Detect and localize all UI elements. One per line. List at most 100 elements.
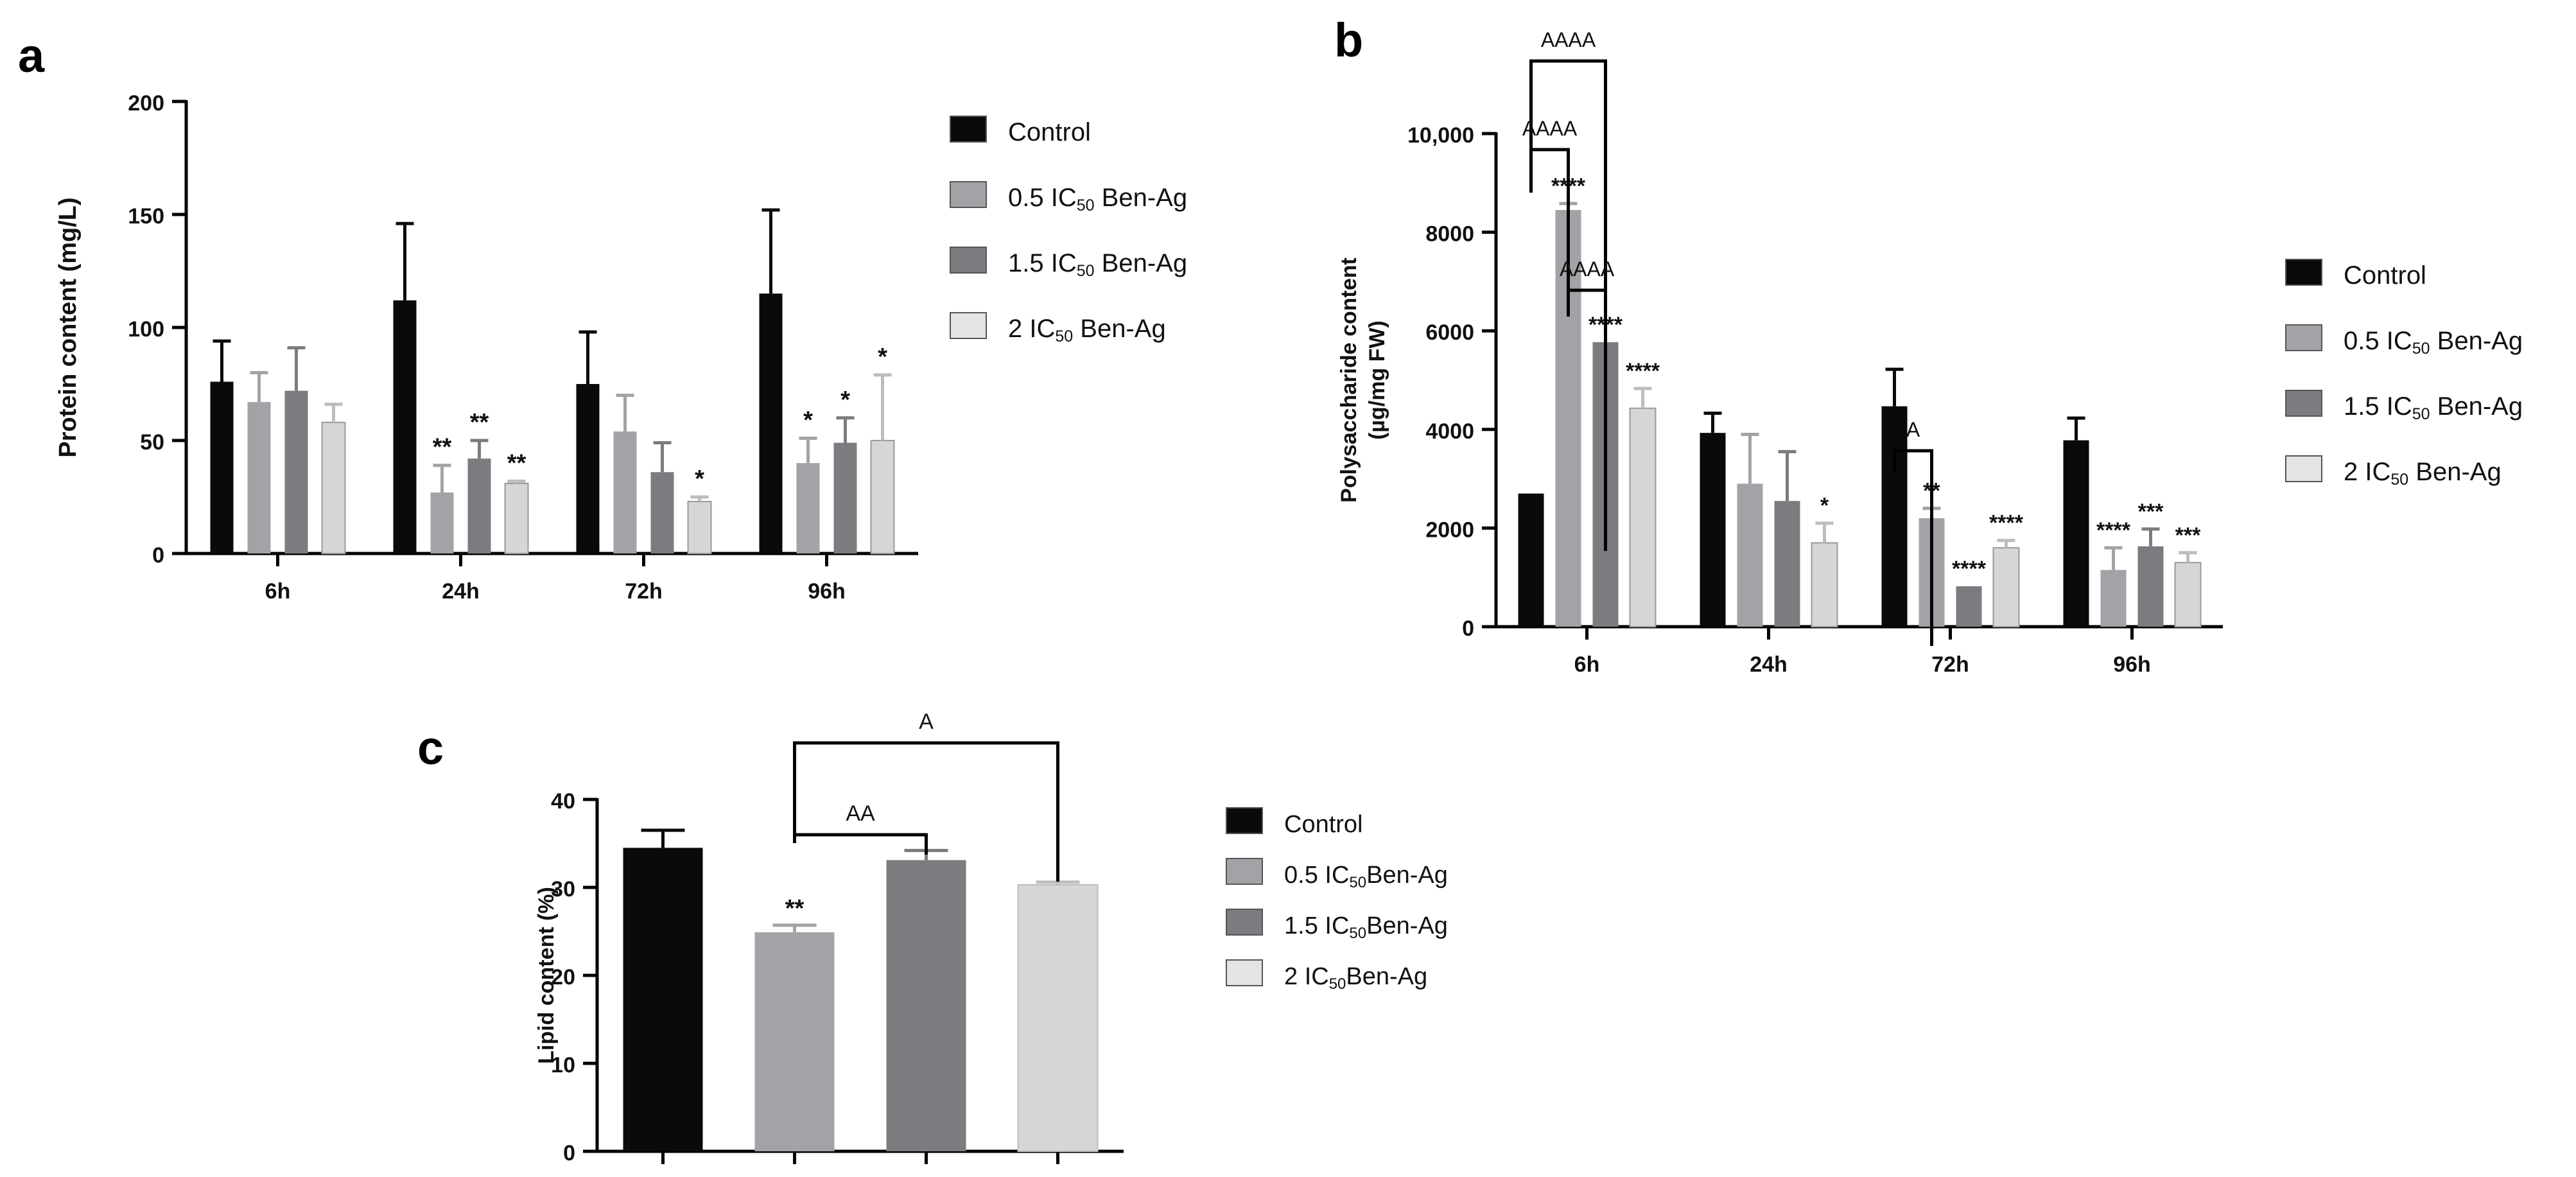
legend-text: Ben-Ag [1346,963,1427,990]
legend-label: 0.5 IC50 Ben-Ag [1008,184,1187,214]
bar [687,501,712,554]
legend-label: 1.5 IC50 Ben-Ag [1008,249,1187,280]
bar [1737,484,1763,627]
legend-text: Ben-Ag [1095,184,1188,212]
bracket-label: AAAA [1541,28,1596,51]
x-tick-label: 96h [808,579,846,604]
legend-text: Ben-Ag [2430,327,2523,355]
legend-label: 1.5 IC50 Ben-Ag [2344,392,2523,423]
legend-item: 1.5 IC50 Ben-Ag [2285,390,2523,423]
legend-item: 1.5 IC50 Ben-Ag [950,247,1187,280]
bar [1992,547,2020,627]
legend-label: Control [2344,261,2426,290]
legend-text: Control [1008,118,1091,146]
bar [2137,546,2164,627]
significance-stars: **** [1989,511,2024,536]
y-tick-label: 0 [152,543,164,568]
legend-label: 2 IC50 Ben-Ag [1008,315,1166,345]
legend-subscript: 50 [1349,925,1366,942]
y-tick-label: 0 [563,1141,575,1165]
legend-text: 0.5 IC [2344,327,2412,355]
x-tick-label: 6h [265,579,291,604]
bar [754,932,835,1151]
legend-subscript: 50 [2412,405,2430,423]
significance-stars: **** [1626,359,1660,383]
panel-a-chart: 0 50 100 150 200 6h 24h 72h 96h Protein content (… [55,91,1187,604]
bar [1774,501,1800,627]
bracket-label: AAAA [1522,117,1578,140]
y-tick-label: 2000 [1425,518,1474,542]
bracket-line [1529,148,1570,317]
legend-swatch [2285,390,2322,417]
legend-item: 2 IC50 Ben-Ag [950,312,1166,345]
significance-stars: **** [2096,518,2131,543]
legend-item: 2 IC50 Ben-Ag [2285,455,2502,489]
y-tick-label: 4000 [1425,419,1474,444]
significance-bracket: AAAA [1529,28,1607,551]
bar [870,440,895,554]
legend-label: 2 IC50Ben-Ag [1284,963,1427,993]
bar [886,860,966,1151]
y-axis-label: Lipid content (%) [534,887,559,1064]
legend-swatch [1226,807,1263,834]
significance-bracket: A [793,710,1059,882]
y-tick-label: 20 [551,965,575,990]
legend-swatch [1226,959,1263,986]
legend-label: 1.5 IC50Ben-Ag [1284,912,1448,942]
x-tick-label: 24h [442,579,480,604]
legend-text: Ben-Ag [1073,315,1166,343]
significance-stars: ** [433,434,452,461]
legend-swatch [950,312,987,339]
x-tick-label: 24h [1750,652,1788,677]
legend-item: 0.5 IC50 Ben-Ag [950,181,1187,214]
legend-text: Ben-Ag [1366,862,1448,889]
significance-stars: * [695,466,704,493]
y-tick-label: 10,000 [1407,123,1474,148]
x-tick-label: 96h [2113,652,2151,677]
significance-stars: ** [470,409,489,436]
bar [613,431,637,554]
bracket-label: AA [846,801,875,826]
legend-item: Control [950,116,1091,146]
significance-stars: *** [2138,500,2164,524]
bar [833,442,857,554]
bar [796,463,820,554]
bar [2100,570,2127,627]
legend-text: 2 IC [1008,315,1055,343]
x-tick-label: 72h [1931,652,1969,677]
significance-stars: ** [507,449,527,476]
bar [393,300,417,554]
bar [650,472,674,554]
legend-swatch [1226,909,1263,936]
legend-text: 2 IC [1284,963,1329,990]
legend-label: 0.5 IC50Ben-Ag [1284,862,1448,891]
bar [576,384,600,554]
bar [504,482,529,555]
legend-subscript: 50 [1055,327,1073,345]
significance-stars: * [803,406,813,433]
legend-subscript: 50 [2412,340,2430,358]
bar [2063,440,2089,627]
legend-item: 0.5 IC50Ben-Ag [1226,858,1448,891]
y-tick-label: 150 [128,204,164,229]
legend-text: Ben-Ag [2430,392,2523,421]
bracket-label: A [919,710,934,734]
bar [210,381,234,554]
legend-item: Control [1226,807,1363,838]
significance-stars: ** [785,895,805,922]
legend-item: 2 IC50Ben-Ag [1226,959,1427,993]
legend-text: 0.5 IC [1284,862,1349,889]
x-tick-label: 6h [1574,652,1600,677]
legend-text: 0.5 IC [1008,184,1077,212]
bracket-label: AAAA [1560,257,1615,281]
significance-stars: * [840,387,850,414]
panel-b-chart: 0 2000 4000 6000 8000 10,000 6h 24h 72h 96h Polysa… [1337,28,2523,677]
significance-stars: *** [2175,523,2201,548]
legend-subscript: 50 [1077,196,1095,214]
legend-swatch [2285,455,2322,482]
legend-swatch [1226,858,1263,885]
legend-text: Ben-Ag [1095,249,1188,277]
legend-label: 2 IC50 Ben-Ag [2344,458,2502,489]
bar [1518,493,1544,627]
